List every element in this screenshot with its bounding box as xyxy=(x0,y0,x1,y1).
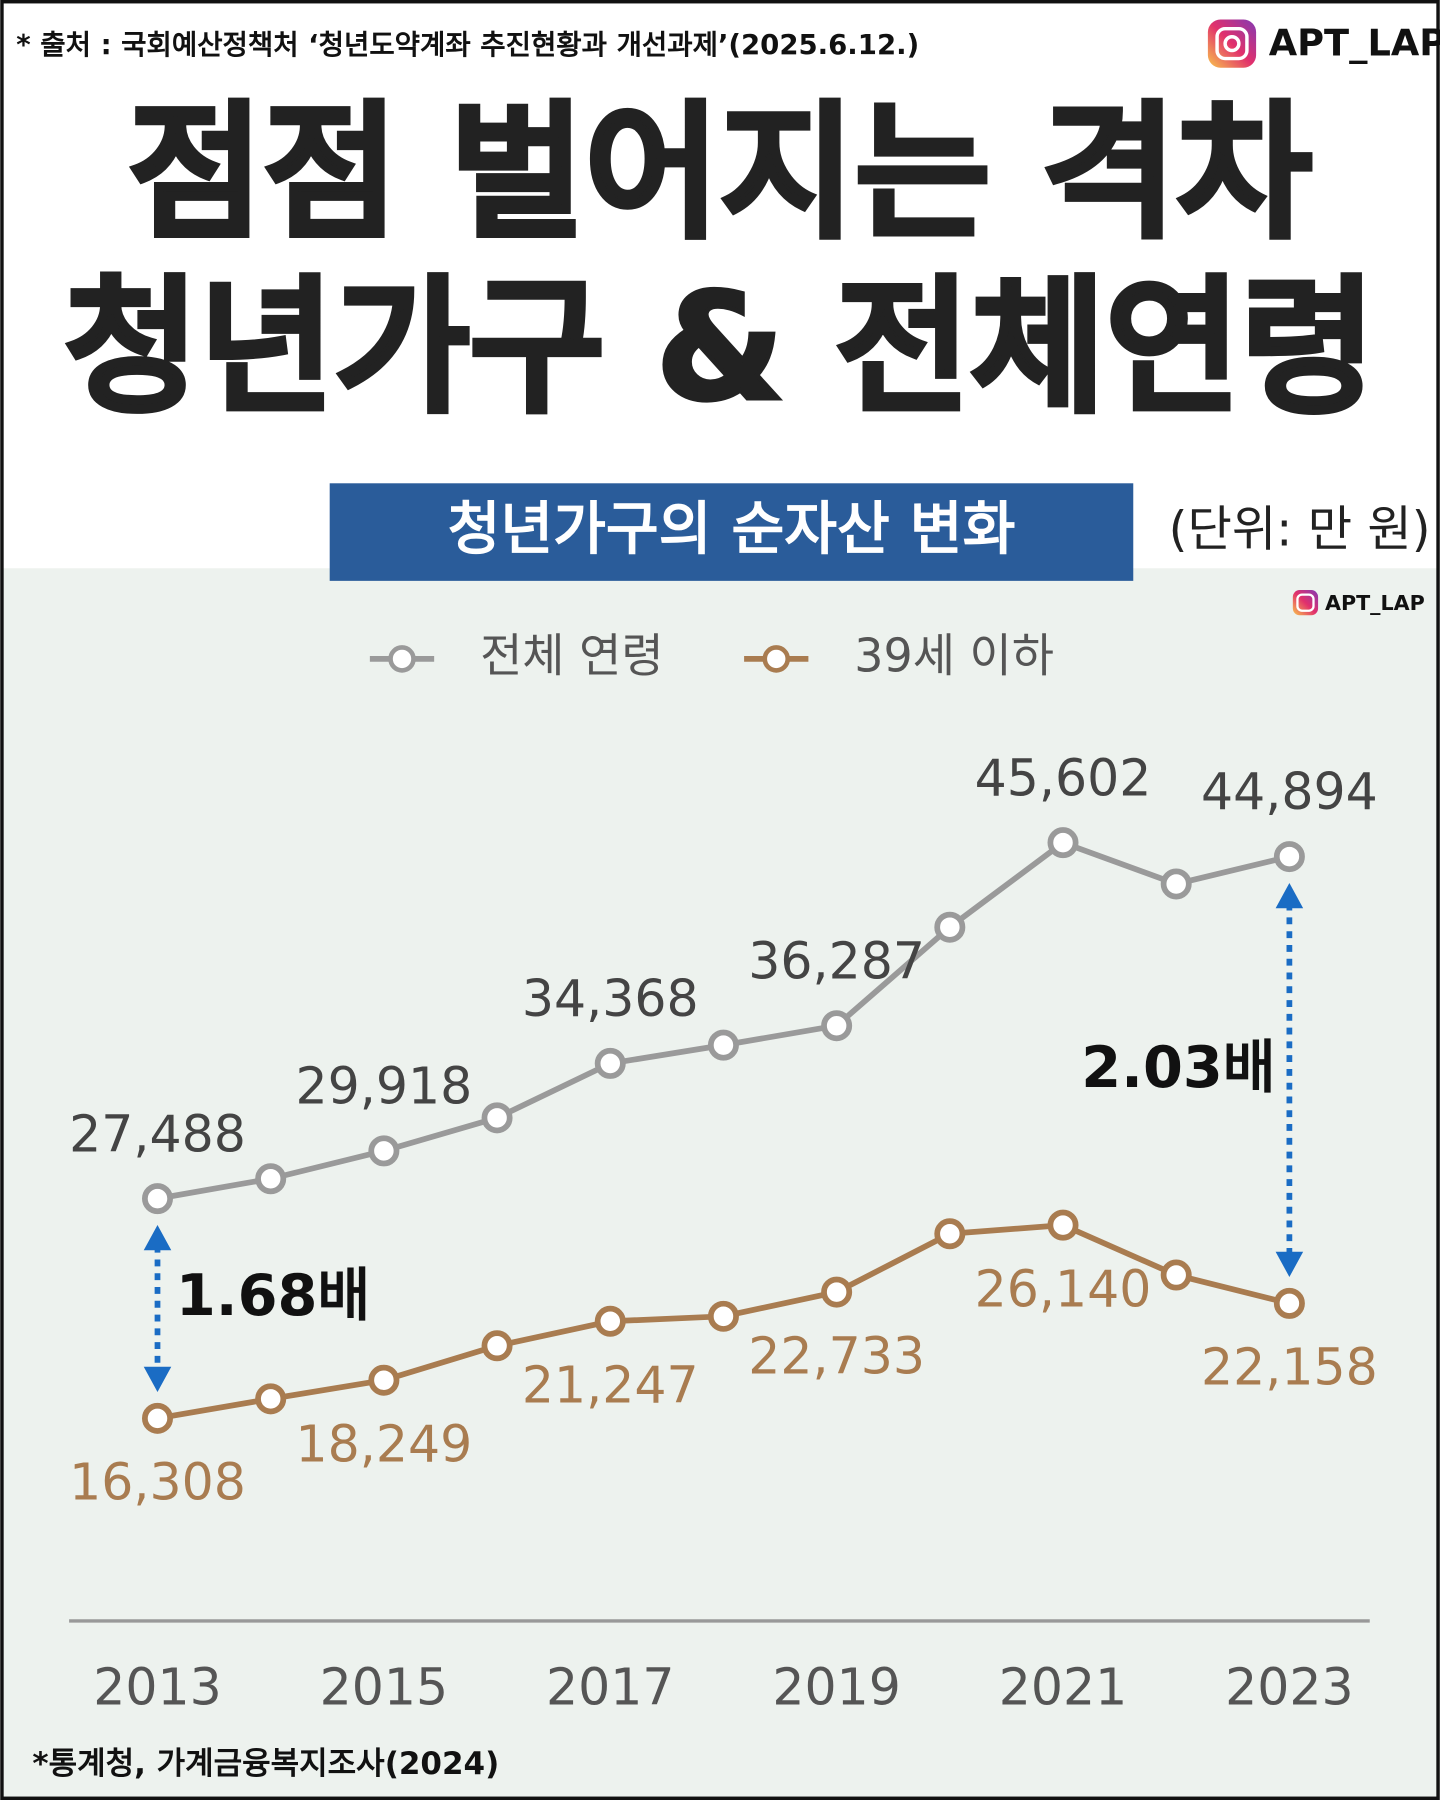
data-point xyxy=(821,1010,853,1042)
data-point xyxy=(368,1364,400,1396)
value-label: 36,287 xyxy=(748,931,925,990)
arrow-head xyxy=(1275,882,1304,909)
ratio-annotation: 1.68배 xyxy=(176,1262,370,1329)
arrow-head xyxy=(143,1366,172,1392)
data-point xyxy=(821,1276,853,1308)
data-point xyxy=(1273,841,1305,873)
value-label: 27,488 xyxy=(69,1104,246,1163)
brand: APT_LAP xyxy=(1325,591,1425,615)
value-label: 45,602 xyxy=(975,748,1152,807)
x-tick-label: 2013 xyxy=(93,1657,222,1716)
arrow-head xyxy=(1275,1251,1304,1277)
ratio-annotation: 2.03배 xyxy=(1081,1034,1275,1101)
data-point xyxy=(934,1218,966,1250)
brand-icon xyxy=(1292,590,1319,616)
data-point xyxy=(368,1135,400,1167)
title-line: 청년가구 & 전체연령 xyxy=(64,262,1376,433)
source: * 출처 : 국회예산정책처 ‘청년도약계좌 추진현황과 개선과제’(2025.… xyxy=(16,29,919,61)
data-point xyxy=(707,1029,739,1061)
brand-icon xyxy=(1207,19,1257,68)
arrow-head xyxy=(143,1225,172,1251)
value-label: 18,249 xyxy=(296,1414,473,1473)
value-label: 26,140 xyxy=(975,1259,1152,1318)
data-point xyxy=(1273,1287,1305,1319)
x-tick-label: 2015 xyxy=(320,1657,449,1716)
subtitle-box xyxy=(329,483,1134,581)
unit: (단위: 만 원) xyxy=(1169,502,1431,558)
data-point xyxy=(142,1402,173,1434)
legend-label: 전체 연령 xyxy=(480,628,664,682)
footnote: *통계청, 가계금융복지조사(2024) xyxy=(32,1746,499,1782)
data-point xyxy=(481,1102,513,1134)
legend-marker xyxy=(388,645,416,673)
data-point xyxy=(1047,1209,1079,1241)
data-point xyxy=(255,1163,287,1195)
value-label: 21,247 xyxy=(522,1356,699,1415)
data-point xyxy=(1160,1259,1192,1291)
chart-background xyxy=(2,568,1438,1798)
legend-marker xyxy=(762,645,791,673)
value-label: 22,733 xyxy=(748,1326,925,1385)
title-line: 점점 벌어지는 격차 xyxy=(128,88,1312,259)
x-tick-label: 2017 xyxy=(546,1657,675,1716)
data-point xyxy=(594,1305,626,1337)
data-point xyxy=(594,1047,626,1079)
data-point xyxy=(481,1330,513,1362)
value-label: 16,308 xyxy=(69,1453,246,1512)
chart-title: 청년가구의 순자산 변화 xyxy=(448,495,1016,562)
data-point xyxy=(142,1183,173,1215)
data-point xyxy=(934,911,966,943)
data-point xyxy=(255,1383,287,1415)
x-tick-label: 2019 xyxy=(772,1657,901,1716)
data-point xyxy=(707,1300,739,1332)
legend-label: 39세 이하 xyxy=(854,628,1054,682)
data-point xyxy=(1047,827,1079,859)
data-point xyxy=(1160,868,1192,900)
x-tick-label: 2021 xyxy=(999,1657,1128,1716)
brand: APT_LAP xyxy=(1269,21,1440,64)
value-label: 22,158 xyxy=(1201,1338,1378,1397)
value-label: 44,894 xyxy=(1201,762,1378,821)
x-tick-label: 2023 xyxy=(1225,1657,1354,1716)
value-label: 29,918 xyxy=(296,1057,473,1116)
value-label: 34,368 xyxy=(522,969,699,1028)
